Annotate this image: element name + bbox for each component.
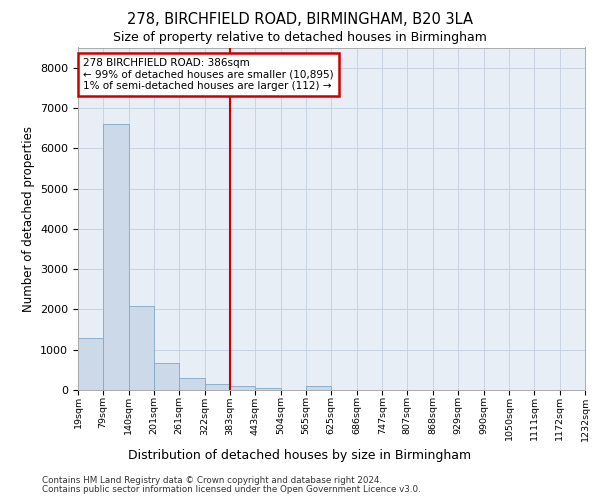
Bar [179, 378, 205, 390]
Bar [128, 306, 154, 390]
Bar [103, 124, 128, 390]
Bar [154, 364, 179, 390]
Text: Contains HM Land Registry data © Crown copyright and database right 2024.: Contains HM Land Registry data © Crown c… [42, 476, 382, 485]
Y-axis label: Number of detached properties: Number of detached properties [22, 126, 35, 312]
Text: Distribution of detached houses by size in Birmingham: Distribution of detached houses by size … [128, 450, 472, 462]
Text: Contains public sector information licensed under the Open Government Licence v3: Contains public sector information licen… [42, 484, 421, 494]
Bar [205, 384, 230, 390]
Bar [255, 388, 281, 390]
Text: 278 BIRCHFIELD ROAD: 386sqm
← 99% of detached houses are smaller (10,895)
1% of : 278 BIRCHFIELD ROAD: 386sqm ← 99% of det… [83, 58, 334, 91]
Bar [78, 338, 103, 390]
Bar [306, 386, 331, 390]
Bar [230, 386, 255, 390]
Text: Size of property relative to detached houses in Birmingham: Size of property relative to detached ho… [113, 31, 487, 44]
Text: 278, BIRCHFIELD ROAD, BIRMINGHAM, B20 3LA: 278, BIRCHFIELD ROAD, BIRMINGHAM, B20 3L… [127, 12, 473, 28]
